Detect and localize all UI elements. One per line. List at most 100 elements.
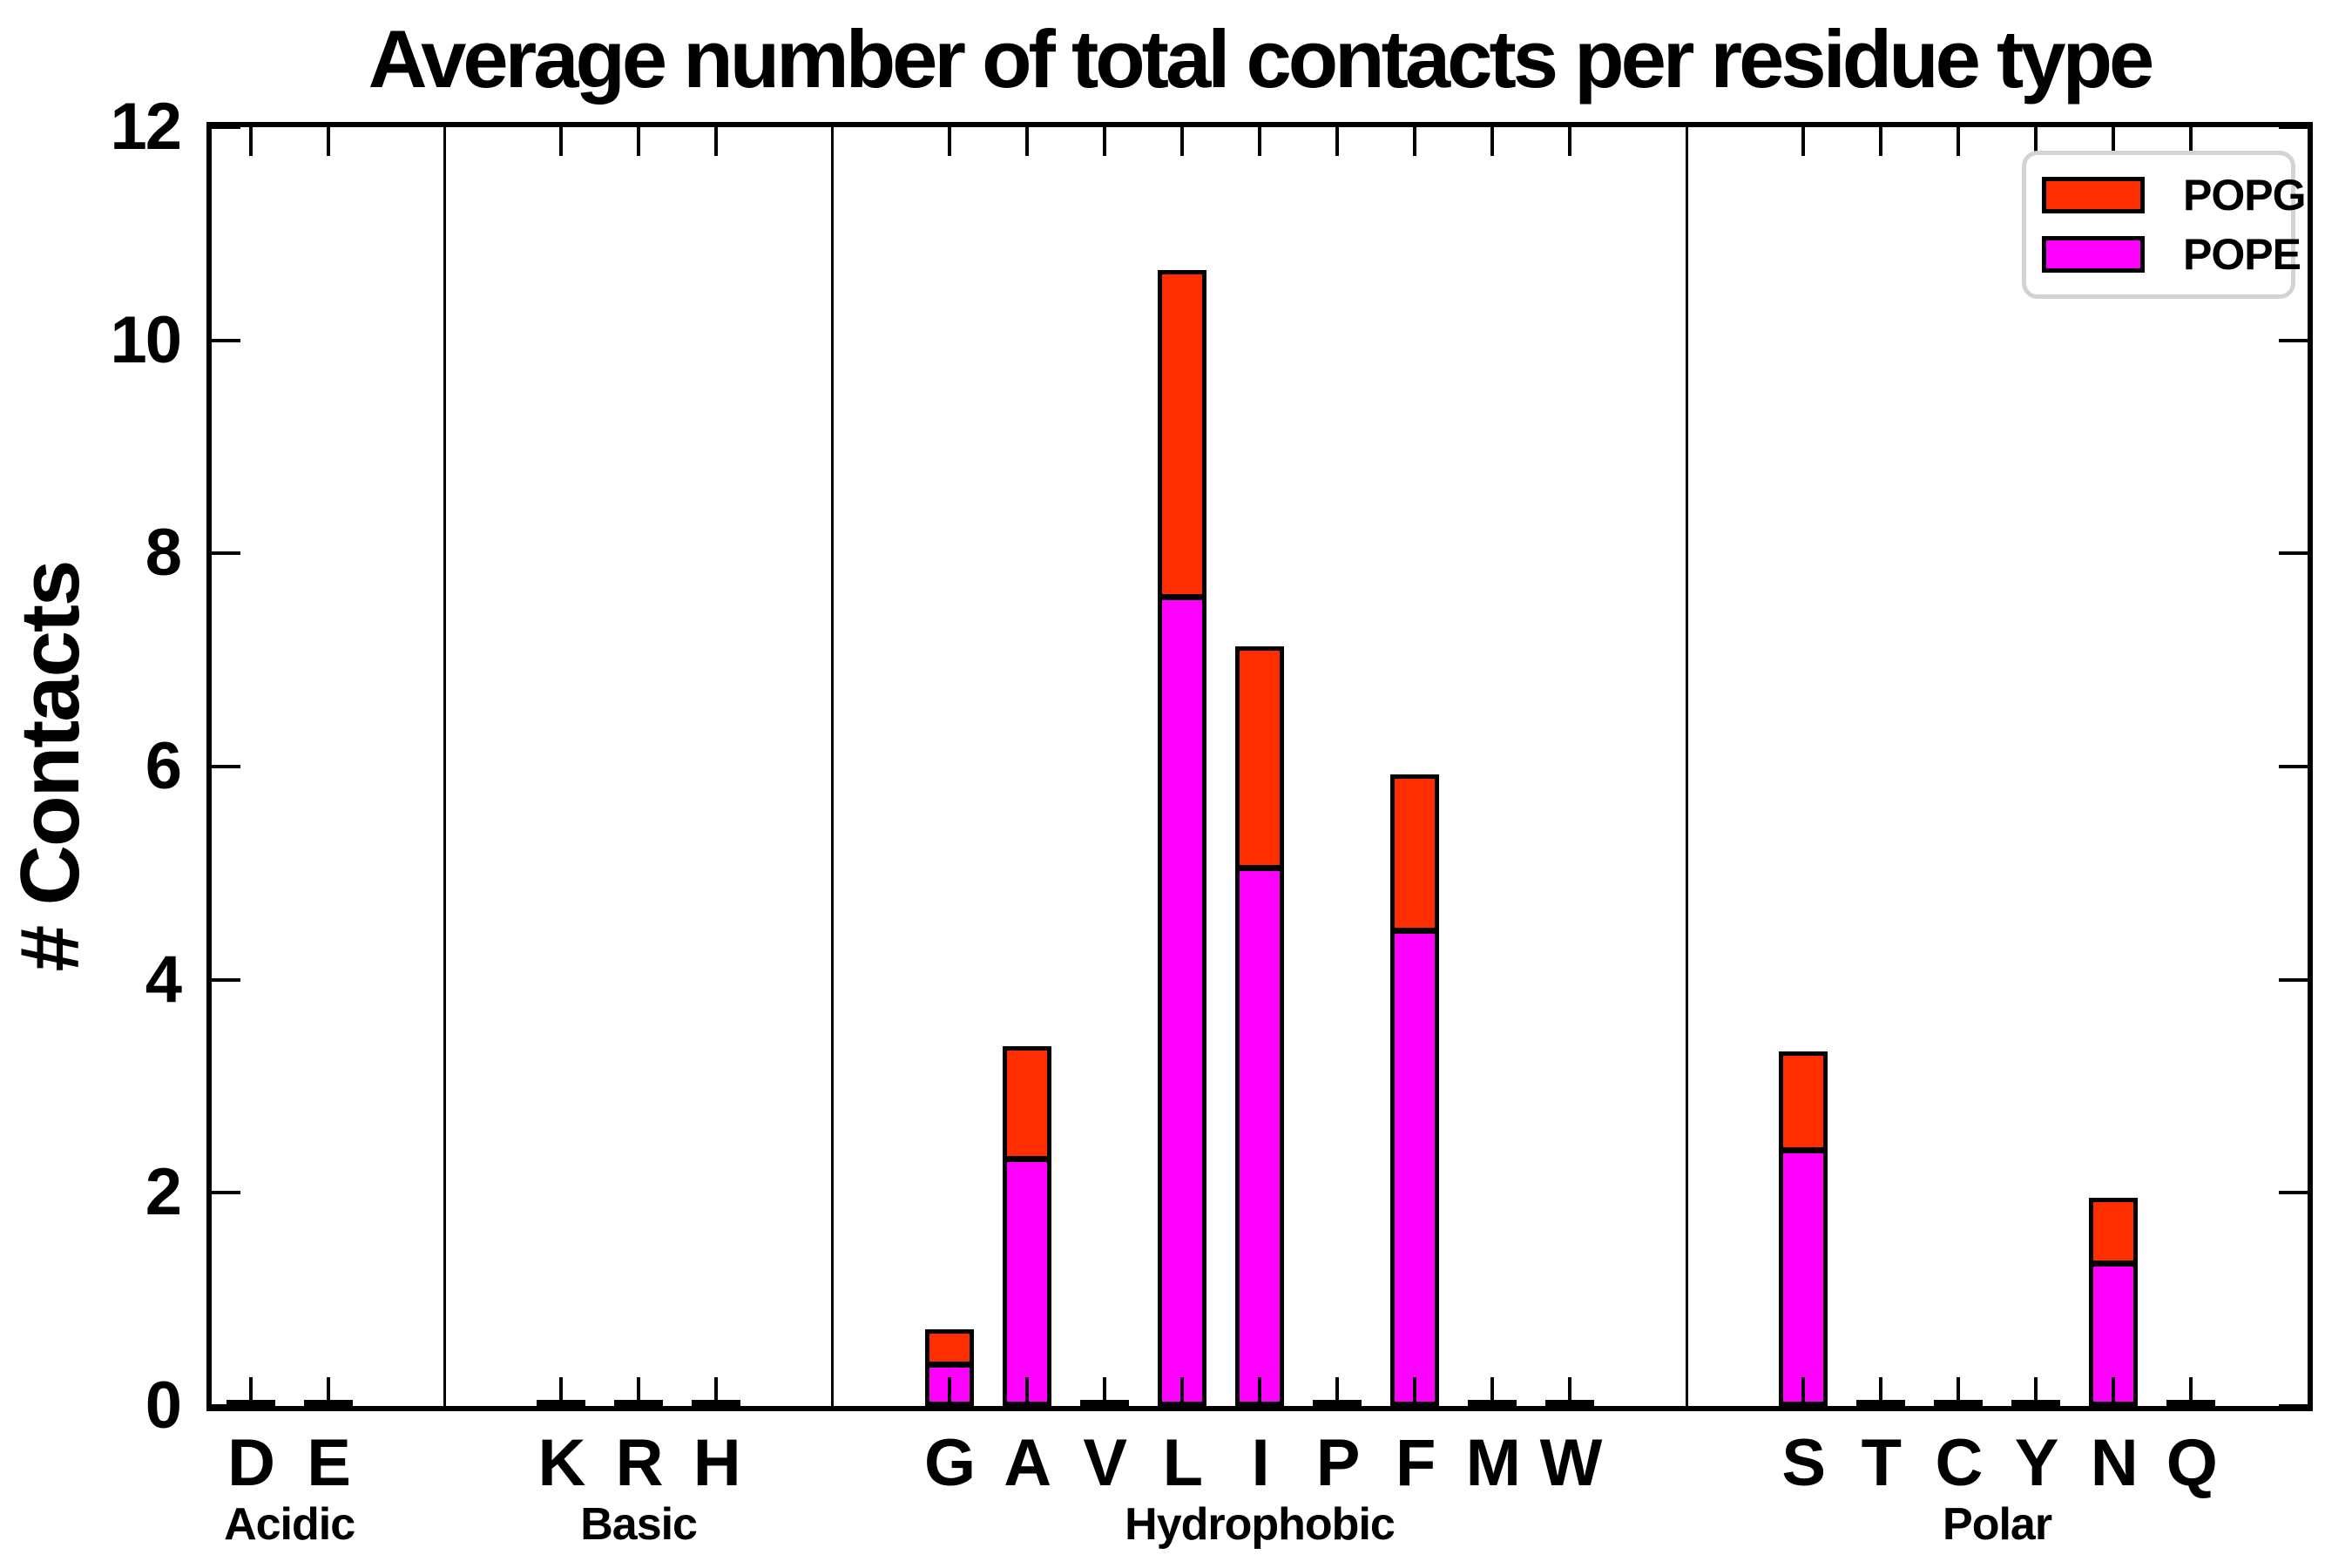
y-tick-left (212, 977, 240, 982)
y-tick-right (2279, 765, 2308, 768)
x-tick-bottom (326, 1377, 330, 1406)
group-divider-line (443, 127, 446, 1406)
group-divider-line (1685, 127, 1688, 1406)
x-tick-bottom (637, 1377, 641, 1406)
bar-segment-popg (924, 1328, 974, 1367)
x-tick-bottom (947, 1377, 951, 1406)
bar-segment-popg (2089, 1198, 2139, 1265)
x-tick-top (1024, 127, 1029, 156)
bar-segment-pope (1778, 1149, 1828, 1406)
y-tick-label: 4 (145, 942, 182, 1017)
y-tick-label: 0 (145, 1369, 182, 1443)
x-tick-bottom (1335, 1377, 1340, 1406)
x-tick-bottom (2189, 1377, 2193, 1406)
x-tick-top (1258, 127, 1261, 156)
legend: POPG POPE (2022, 151, 2306, 299)
y-tick-right (2279, 977, 2308, 982)
x-tick-label: G (923, 1426, 976, 1500)
y-tick-left (212, 1191, 240, 1195)
y-tick-right (2279, 338, 2308, 342)
y-tick-right (2279, 125, 2308, 129)
x-tick-label: K (537, 1426, 586, 1500)
x-tick-top (326, 127, 330, 156)
x-tick-bottom (2034, 1377, 2038, 1406)
x-tick-label: L (1162, 1426, 1203, 1500)
x-tick-label: E (307, 1426, 351, 1500)
bar-segment-popg (1235, 645, 1284, 869)
legend-label-pope: POPE (2183, 230, 2301, 279)
legend-row-pope: POPE (2042, 232, 2301, 277)
y-tick-left (212, 338, 240, 342)
x-group-label: Polar (1943, 1499, 2052, 1550)
x-tick-top (248, 127, 253, 156)
x-tick-label: D (227, 1426, 275, 1500)
x-tick-bottom (714, 1377, 719, 1406)
y-tick-label: 8 (145, 516, 182, 591)
x-group-label: Basic (580, 1499, 698, 1550)
y-tick-right (2279, 1404, 2308, 1408)
x-tick-label: H (693, 1426, 741, 1500)
x-tick-bottom (1801, 1377, 1805, 1406)
x-tick-top (2189, 127, 2193, 156)
bar-segment-popg (1778, 1051, 1828, 1152)
x-tick-bottom (2112, 1377, 2116, 1406)
y-tick-left (212, 551, 240, 556)
x-tick-bottom (248, 1377, 253, 1406)
x-tick-label: Q (2166, 1426, 2218, 1500)
x-tick-label: F (1396, 1426, 1436, 1500)
y-tick-label: 10 (110, 302, 182, 377)
x-tick-top (947, 127, 951, 156)
x-tick-label: N (2090, 1426, 2139, 1500)
x-tick-label: W (1539, 1426, 1603, 1500)
x-tick-top (1568, 127, 1572, 156)
x-group-label: Acidic (224, 1499, 355, 1550)
y-tick-right (2279, 551, 2308, 556)
chart-title: Average number of total contacts per res… (368, 13, 2155, 105)
bar-segment-pope (1002, 1157, 1051, 1406)
x-tick-bottom (1024, 1377, 1029, 1406)
x-tick-bottom (559, 1377, 563, 1406)
x-tick-bottom (1258, 1377, 1261, 1406)
x-tick-top (637, 127, 641, 156)
x-tick-label: C (1935, 1426, 1984, 1500)
x-tick-top (2034, 127, 2038, 156)
y-tick-label: 6 (145, 729, 182, 803)
y-tick-left (212, 125, 240, 129)
x-tick-label: M (1465, 1426, 1521, 1500)
bar-segment-popg (1157, 269, 1206, 599)
x-tick-top (1335, 127, 1340, 156)
bar-segment-pope (1390, 929, 1440, 1406)
bar-segment-popg (1002, 1045, 1051, 1160)
x-group-label: Hydrophobic (1125, 1499, 1396, 1550)
x-tick-label: P (1315, 1426, 1361, 1500)
bar-segment-popg (1390, 774, 1440, 933)
x-tick-label: Y (2014, 1426, 2059, 1500)
x-tick-top (1102, 127, 1106, 156)
pope-color-swatch (2042, 236, 2145, 273)
y-tick-label: 2 (145, 1155, 182, 1230)
x-tick-top (1957, 127, 1960, 156)
x-tick-top (1490, 127, 1495, 156)
x-tick-bottom (1490, 1377, 1495, 1406)
legend-row-popg: POPG (2042, 172, 2306, 218)
y-tick-left (212, 765, 240, 768)
x-tick-label: S (1781, 1426, 1826, 1500)
x-tick-label: A (1004, 1426, 1051, 1500)
plot-area (206, 122, 2313, 1411)
x-tick-bottom (1413, 1377, 1417, 1406)
x-tick-top (2112, 127, 2116, 156)
y-tick-left (212, 1404, 240, 1408)
x-tick-label: V (1083, 1426, 1127, 1500)
x-tick-bottom (1568, 1377, 1572, 1406)
x-tick-top (1801, 127, 1805, 156)
x-tick-bottom (1878, 1377, 1882, 1406)
y-tick-right (2279, 1191, 2308, 1195)
bar-segment-pope (1235, 867, 1284, 1406)
x-tick-top (559, 127, 563, 156)
x-tick-label: I (1251, 1426, 1269, 1500)
x-tick-top (1878, 127, 1882, 156)
y-tick-label: 12 (110, 90, 182, 164)
x-tick-top (1179, 127, 1184, 156)
bar-segment-pope (1157, 596, 1206, 1406)
